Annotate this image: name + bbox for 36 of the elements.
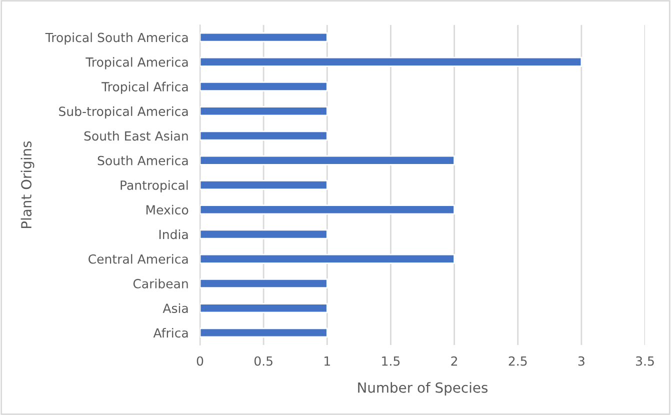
y-tick-label: Mexico: [146, 204, 188, 215]
bar: [200, 204, 455, 215]
x-tick-label: 1: [324, 356, 330, 366]
x-axis-title: Number of Species: [358, 382, 488, 396]
bar: [200, 130, 328, 141]
y-tick-label: South East Asian: [84, 131, 188, 141]
y-tick-label: South America: [98, 156, 188, 166]
y-tick-label: Africa: [153, 328, 188, 338]
bar: [200, 328, 328, 338]
x-tick-label: 1.5: [382, 356, 400, 366]
y-tick-label: Tropical Africa: [102, 82, 188, 94]
bar: [200, 32, 328, 42]
y-tick-label: Caribean: [133, 278, 188, 288]
x-tick-label: 2: [451, 356, 458, 366]
bar: [200, 106, 328, 116]
bar: [200, 278, 328, 288]
y-tick-label: Tropical America: [86, 57, 188, 70]
x-tick-label: 3.5: [636, 356, 654, 366]
y-tick-label: Asia: [162, 303, 188, 314]
bar: [200, 303, 328, 314]
y-tick-label: Sub-tropical America: [59, 106, 188, 118]
y-tick-label: Central America: [88, 254, 188, 264]
bar: [200, 155, 455, 166]
y-axis-title: Plant Origins: [20, 141, 34, 228]
x-tick-label: 2.5: [508, 356, 527, 366]
y-tick-label: Tropical South America: [45, 32, 188, 45]
bar: [200, 82, 328, 92]
x-tick-label: 0.5: [254, 356, 272, 366]
bar: [200, 254, 455, 264]
bar: [200, 56, 582, 67]
y-tick-label: India: [159, 229, 188, 240]
bar: [200, 229, 328, 240]
x-tick-label: 0: [196, 356, 204, 366]
bar: [200, 180, 328, 190]
x-tick-label: 3: [578, 356, 584, 366]
y-tick-label: Pantropical: [120, 180, 188, 192]
